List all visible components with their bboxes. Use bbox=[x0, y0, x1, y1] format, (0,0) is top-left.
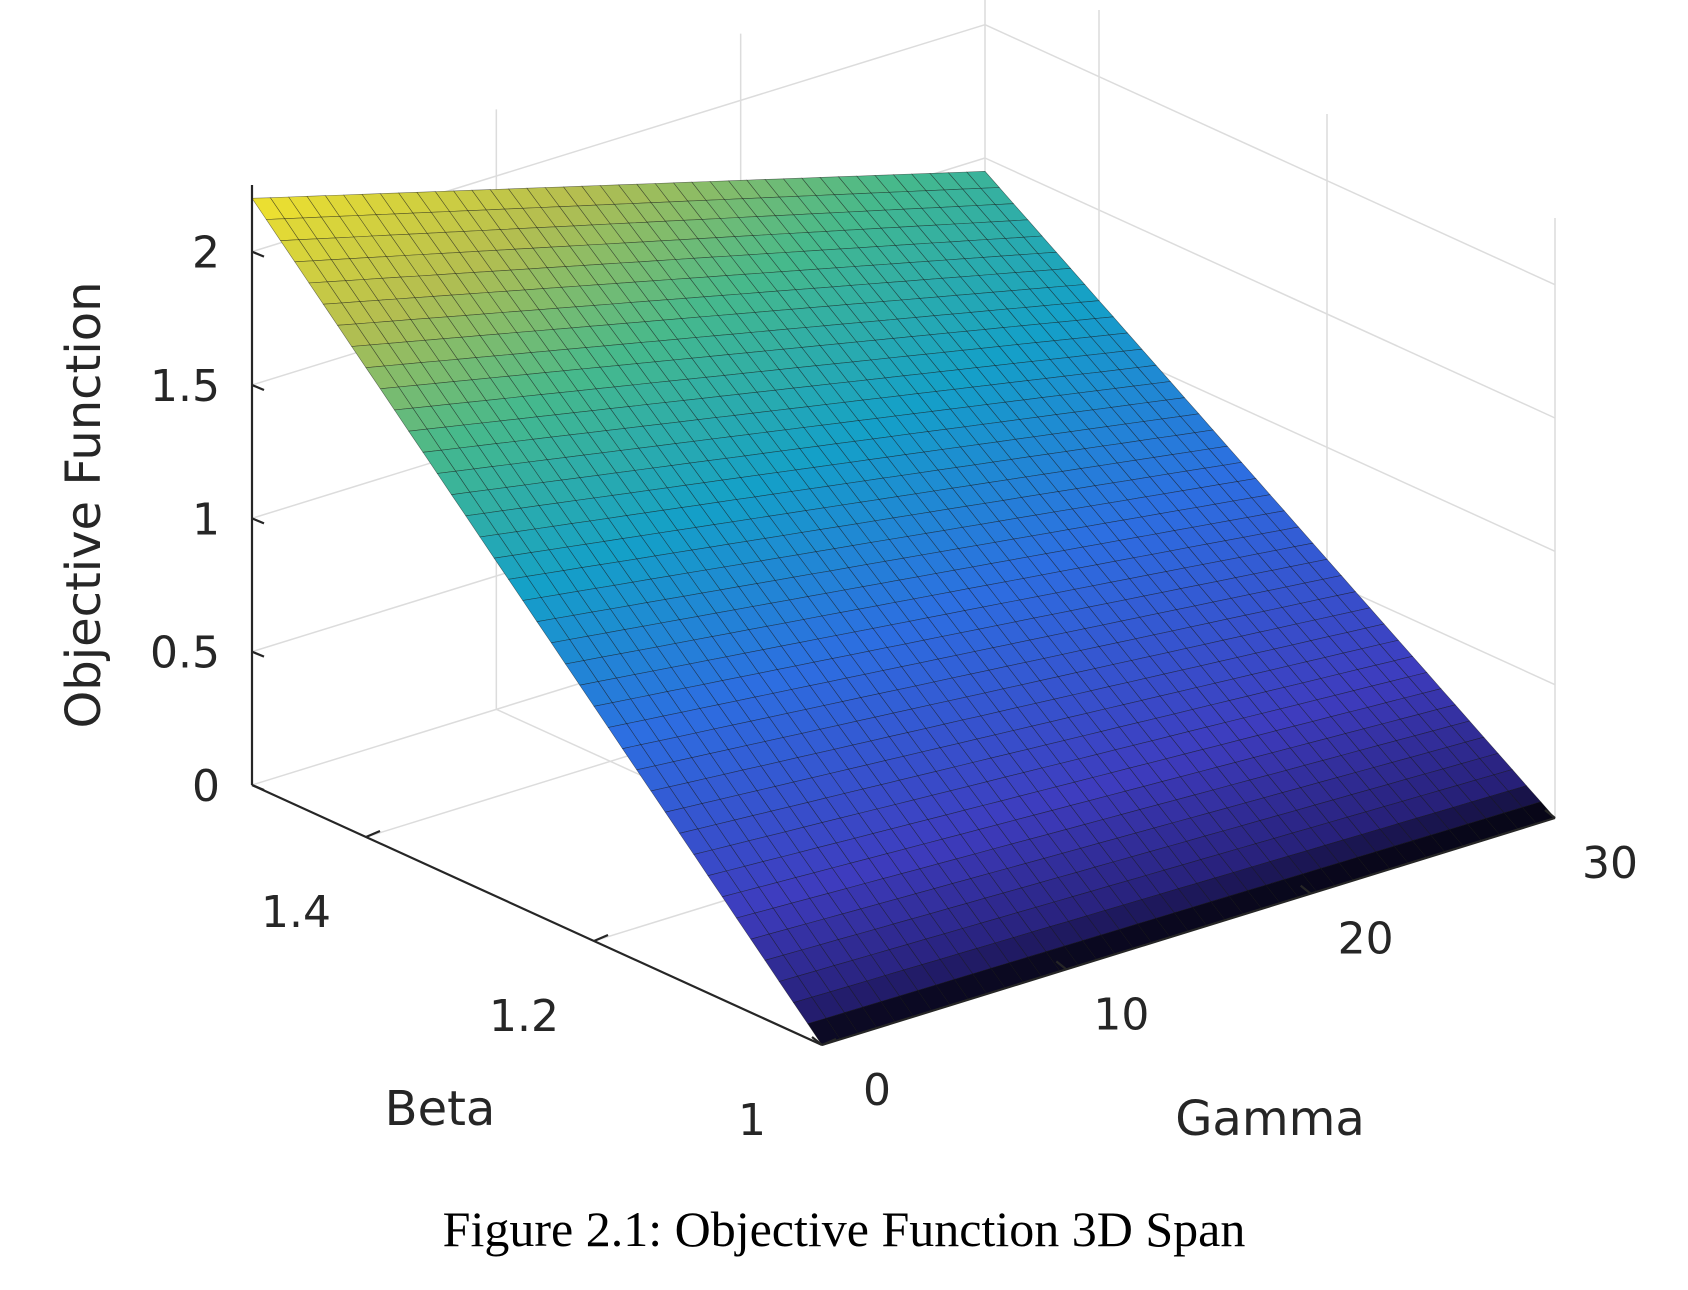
z-tick bbox=[251, 517, 265, 525]
gamma-tick-label: 0 bbox=[863, 1065, 891, 1116]
axes-layer bbox=[250, 185, 1556, 1047]
z-tick-label: 1 bbox=[192, 494, 220, 545]
gamma-axis-label: Gamma bbox=[1175, 1091, 1365, 1147]
beta-tick-label: 1.4 bbox=[261, 887, 331, 938]
z-tick-label: 1.5 bbox=[150, 361, 220, 412]
z-tick bbox=[251, 650, 265, 658]
gamma-tick bbox=[1055, 960, 1068, 971]
beta-tick-label: 1.2 bbox=[489, 991, 559, 1042]
gamma-axis-line bbox=[821, 816, 1556, 1047]
gamma-tick bbox=[1299, 884, 1312, 895]
z-tick bbox=[251, 250, 265, 258]
gamma-tick bbox=[1544, 809, 1556, 819]
z-tick-label: 0.5 bbox=[150, 628, 220, 679]
gamma-tick-label: 10 bbox=[1093, 989, 1149, 1040]
z-tick bbox=[251, 783, 265, 792]
surface-plot: 0 0.5 1 1.5 2 1 1.2 1.4 0 10 20 30 Objective Functi… bbox=[56, 0, 1638, 1147]
beta-tick bbox=[821, 1037, 837, 1047]
gamma-tick-label: 30 bbox=[1582, 838, 1638, 889]
beta-axis-line bbox=[251, 783, 823, 1047]
z-tick-label: 2 bbox=[192, 228, 220, 279]
tick-labels: 0 0.5 1 1.5 2 1 1.2 1.4 0 10 20 30 bbox=[150, 228, 1638, 1146]
beta-tick bbox=[365, 829, 381, 839]
z-axis-label: Objective Function bbox=[56, 281, 112, 728]
beta-tick bbox=[593, 933, 609, 943]
gamma-tick bbox=[811, 1036, 823, 1046]
surface-layer bbox=[251, 170, 1556, 1046]
gamma-tick-label: 20 bbox=[1338, 914, 1394, 965]
beta-axis-label: Beta bbox=[385, 1081, 496, 1137]
z-tick-label: 0 bbox=[192, 761, 220, 812]
figure-caption: Figure 2.1: Objective Function 3D Span bbox=[442, 1201, 1246, 1257]
beta-tick-label: 1 bbox=[738, 1095, 766, 1146]
z-tick bbox=[251, 383, 265, 392]
